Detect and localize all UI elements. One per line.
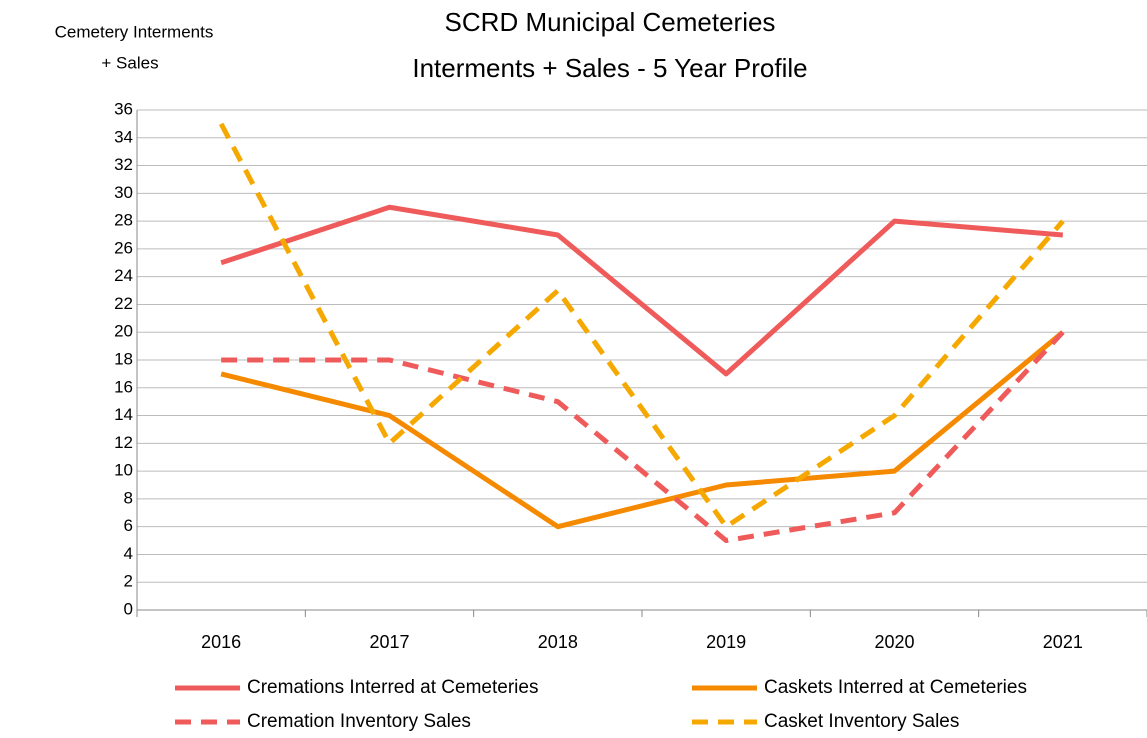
y-axis-label: Cemetery Interments (55, 22, 214, 41)
series-line (221, 330, 1065, 544)
x-tick-label: 2017 (369, 632, 409, 652)
x-tick-label: 2018 (538, 632, 578, 652)
x-tick-label: 2019 (706, 632, 746, 652)
y-tick-label: 28 (114, 211, 133, 230)
y-tick-label: 12 (114, 433, 133, 452)
y-tick-label: 32 (114, 155, 133, 174)
y-tick-label: 34 (114, 127, 133, 146)
chart-title: SCRD Municipal Cemeteries (445, 7, 776, 37)
y-tick-label: 6 (124, 516, 133, 535)
y-tick-label: 30 (114, 183, 133, 202)
x-tick-label: 2021 (1043, 632, 1083, 652)
legend-label: Caskets Interred at Cemeteries (764, 677, 1027, 698)
y-tick-label: 18 (114, 349, 133, 368)
legend-label: Cremations Interred at Cemeteries (247, 677, 538, 698)
x-tick-label: 2016 (201, 632, 241, 652)
y-tick-label: 22 (114, 294, 133, 313)
series-line (220, 204, 1064, 377)
y-tick-label: 8 (124, 488, 133, 507)
y-tick-label: 16 (114, 377, 133, 396)
y-tick-label: 10 (114, 461, 133, 480)
series-line (218, 122, 1065, 530)
y-tick-label: 24 (114, 266, 133, 285)
y-tick-label: 2 (124, 572, 133, 591)
y-tick-label: 36 (114, 99, 133, 118)
y-tick-label: 14 (114, 405, 133, 424)
y-axis-label: + Sales (101, 53, 158, 72)
x-tick-label: 2020 (874, 632, 914, 652)
y-tick-label: 26 (114, 238, 133, 257)
series-line (220, 330, 1065, 530)
y-tick-label: 0 (124, 599, 133, 618)
legend-label: Cremation Inventory Sales (247, 711, 471, 732)
legend-label: Casket Inventory Sales (764, 711, 959, 732)
y-tick-label: 4 (124, 544, 133, 563)
y-tick-label: 20 (114, 322, 133, 341)
chart-subtitle: Interments + Sales - 5 Year Profile (412, 53, 807, 83)
